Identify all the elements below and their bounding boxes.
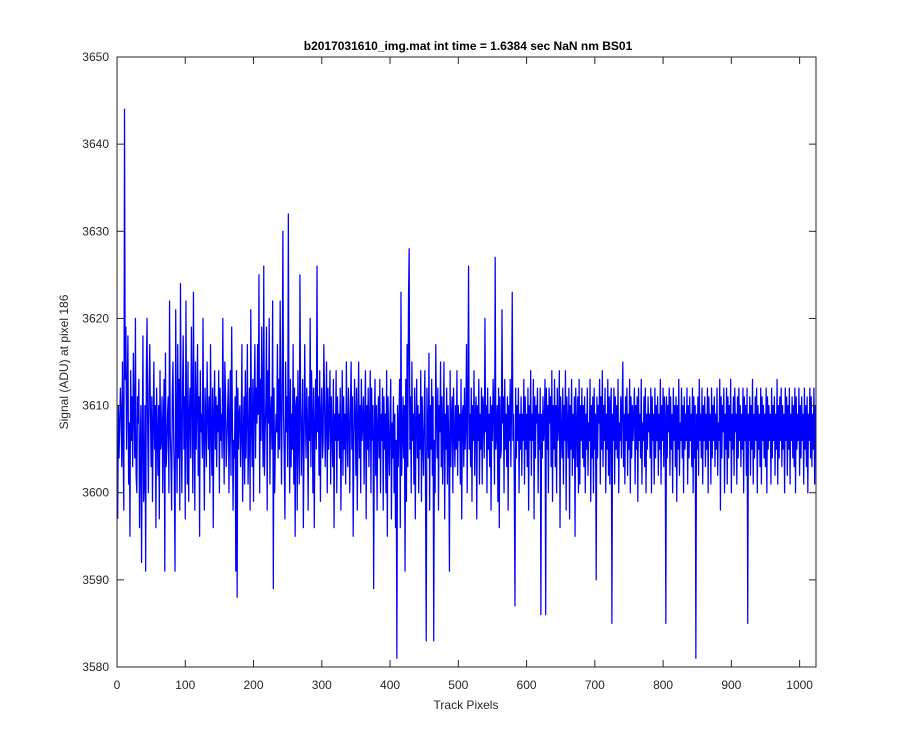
y-tick-label: 3580 — [82, 660, 109, 674]
x-tick-label: 400 — [380, 678, 400, 692]
x-tick-label: 600 — [517, 678, 537, 692]
x-tick-label: 800 — [653, 678, 673, 692]
axes-box — [116, 56, 817, 668]
y-tick-label: 3610 — [82, 399, 109, 413]
x-tick-label: 0 — [114, 678, 121, 692]
chart-title: b2017031610_img.mat int time = 1.6384 se… — [304, 39, 633, 53]
y-tick-label: 3590 — [82, 573, 109, 587]
tick-marks — [116, 56, 816, 668]
x-axis-label: Track Pixels — [434, 698, 499, 712]
x-tick-label: 700 — [585, 678, 605, 692]
x-tick-labels: 0 100 200 300 400 500 600 700 800 900 1000 — [114, 678, 814, 692]
x-tick-label: 100 — [175, 678, 195, 692]
x-tick-label: 200 — [244, 678, 264, 692]
y-axis-label: Signal (ADU) at pixel 186 — [57, 294, 71, 429]
x-tick-label: 1000 — [786, 678, 813, 692]
y-tick-labels: 3580 3590 3600 3610 3620 3630 3640 3650 — [82, 50, 109, 674]
y-tick-label: 3650 — [82, 50, 109, 64]
y-tick-label: 3630 — [82, 224, 109, 238]
data-series-line-1 — [117, 108, 816, 659]
y-tick-label: 3640 — [82, 137, 109, 151]
axes — [116, 56, 817, 668]
x-tick-label: 300 — [312, 678, 332, 692]
x-tick-label: 900 — [721, 678, 741, 692]
y-tick-label: 3600 — [82, 486, 109, 500]
y-tick-label: 3620 — [82, 311, 109, 325]
x-tick-label: 500 — [448, 678, 468, 692]
data-series-layer — [117, 108, 816, 659]
